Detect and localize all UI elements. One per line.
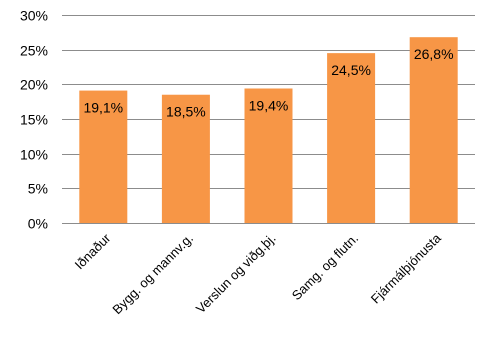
y-tick-label: 5%: [28, 181, 48, 197]
bar: [79, 90, 128, 223]
data-label: 19,1%: [83, 100, 123, 116]
data-label: 19,4%: [249, 97, 289, 113]
y-tick-label: 20%: [20, 77, 48, 93]
category-label: Verslun og viðg.þj.: [193, 231, 279, 317]
y-axis-tick-labels: 0% 5% 10% 15% 20% 25% 30%: [20, 8, 48, 232]
y-tick-label: 0%: [28, 216, 48, 232]
bar: [327, 53, 376, 224]
category-label: Fjármálþjónusta: [368, 230, 445, 307]
data-label: 24,5%: [331, 62, 371, 78]
y-tick-label: 25%: [20, 43, 48, 59]
y-tick-label: 15%: [20, 112, 48, 128]
data-label: 26,8%: [414, 46, 454, 62]
bar: [161, 94, 210, 223]
data-label: 18,5%: [166, 104, 206, 120]
data-labels: 19,1% 18,5% 19,4% 24,5% 26,8%: [83, 46, 453, 120]
bars: [79, 37, 458, 224]
bar: [244, 88, 293, 223]
category-label: Bygg. og mannv.g.: [109, 231, 196, 318]
y-tick-label: 30%: [20, 8, 48, 24]
category-label: Iðnaður: [72, 230, 114, 272]
bar: [409, 37, 458, 223]
category-label: Samg. og flutn.: [289, 231, 361, 303]
y-tick-label: 10%: [20, 147, 48, 163]
